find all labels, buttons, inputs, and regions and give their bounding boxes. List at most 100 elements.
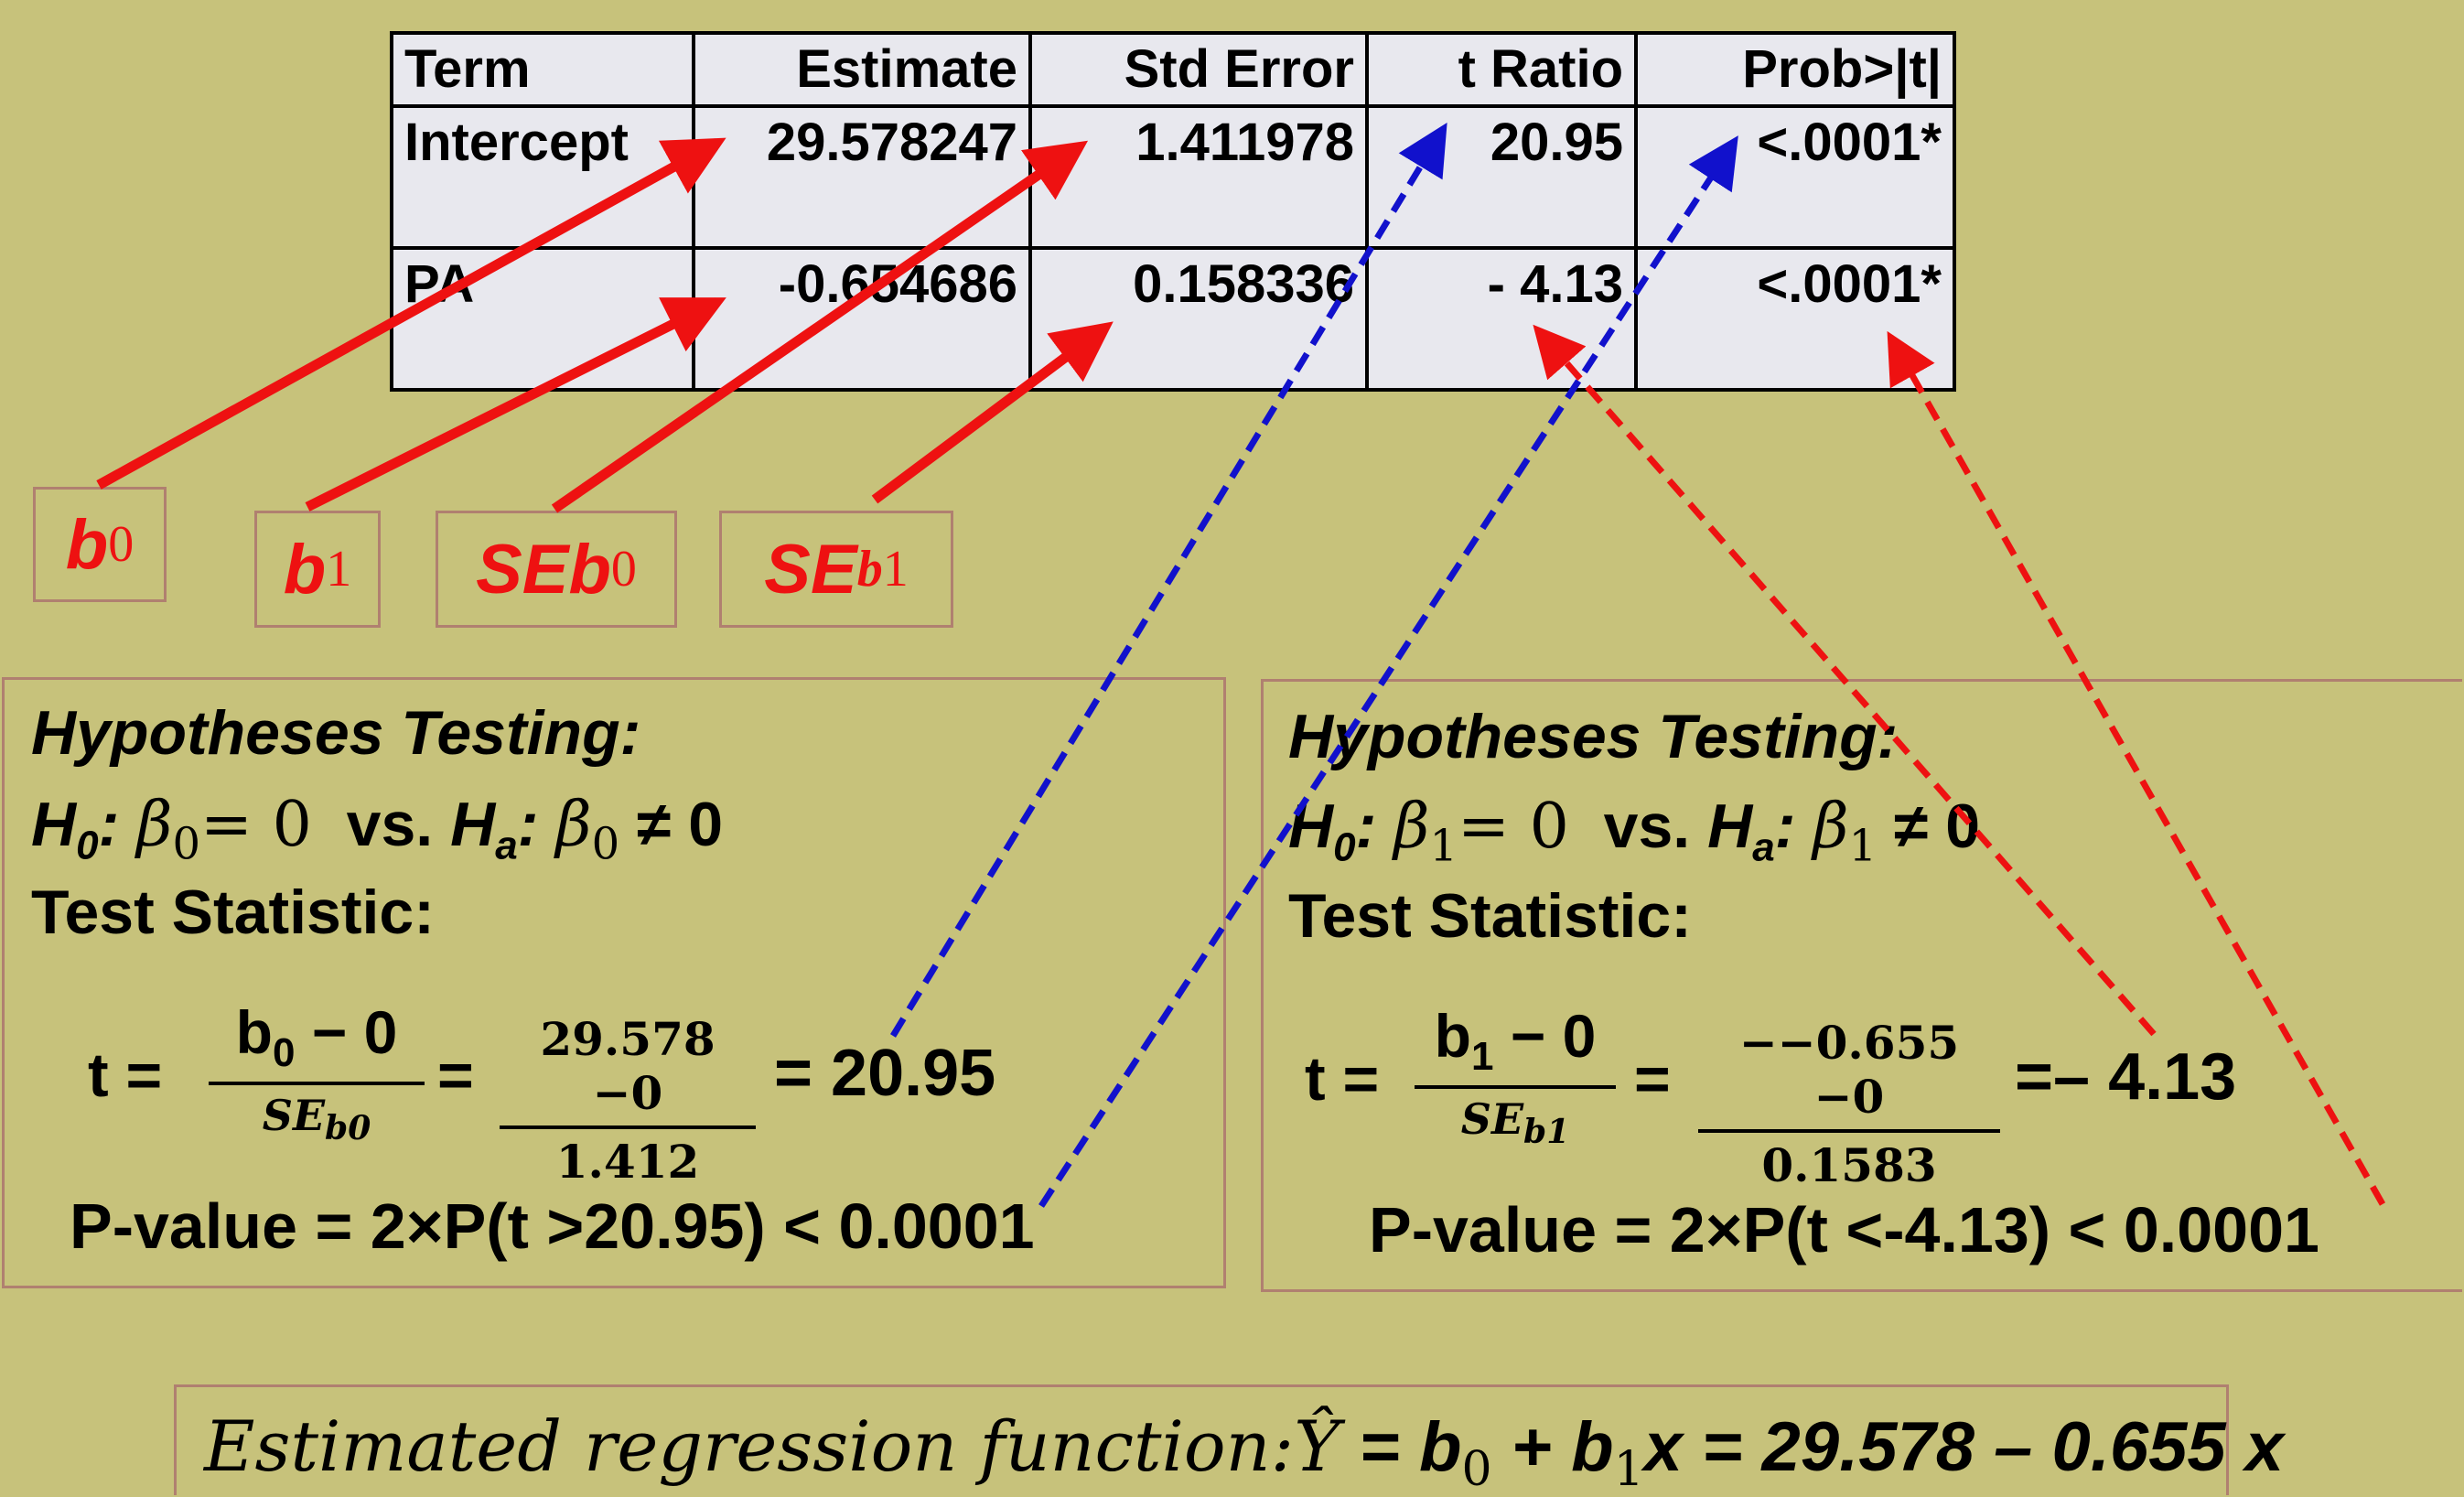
right-frac2-top: −−0.655 −0 (1738, 1016, 1960, 1124)
table-header-row: Term Estimate Std Error t Ratio Prob>|t| (390, 31, 1956, 108)
left-frac1-bot-se: SE (262, 1091, 326, 1141)
right-hypotheses-line: H0: β1= 0 vs. Ha: β1 ≠ 0 (1288, 791, 1981, 872)
cell-t-ratio: 20.95 (1365, 104, 1638, 250)
left-h0-prefix: H (31, 790, 77, 859)
right-eq: = (1634, 1044, 1671, 1114)
left-frac1-bot-sub: b0 (325, 1109, 371, 1148)
regression-function-part-a: = b (1340, 1408, 1462, 1486)
right-t-eq: t = (1305, 1044, 1380, 1114)
left-h0-eq: = 0 (200, 789, 312, 861)
table-row: PA -0.654686 0.158336 - 4.13 <.0001* (390, 246, 1956, 392)
cell-term: PA (390, 246, 695, 392)
regression-function-part-c: x = 29.578 – 0.655 x (1643, 1408, 2285, 1486)
right-frac1-top-rest: − 0 (1493, 1002, 1597, 1070)
label-seb0: SEb 0 (436, 511, 677, 628)
left-t-eq: t = (88, 1040, 163, 1110)
right-panel-title: Hypotheses Testing: (1288, 702, 1899, 771)
left-ha-sub: a (495, 823, 518, 868)
left-ha-neq: ≠ 0 (637, 790, 724, 859)
regression-function-text: Estimated regression function:Ŷ = b0 + b… (204, 1405, 2284, 1497)
table-row: Intercept 29.578247 1.411978 20.95 <.000… (390, 104, 1956, 250)
right-ha-neq: ≠ 0 (1894, 792, 1981, 861)
left-pvalue: P-value = 2×P(t >20.95) < 0.0001 (70, 1190, 1035, 1262)
right-beta-sub-2: 1 (1848, 820, 1878, 872)
left-frac1-bot: SEb0 (209, 1091, 425, 1147)
left-panel-title: Hypotheses Testing: (31, 698, 641, 768)
header-term: Term (390, 31, 695, 108)
right-frac1-top: b1 − 0 (1415, 1001, 1616, 1080)
cell-term: Intercept (390, 104, 695, 250)
left-hypotheses-line: H0: β0= 0 vs. Ha: β0 ≠ 0 (31, 789, 724, 870)
left-frac2-bot: 1.412 (555, 1135, 700, 1189)
right-h0-eq: = 0 (1458, 791, 1569, 863)
right-vs: vs. (1603, 792, 1691, 861)
left-beta-sub-2: 0 (591, 818, 620, 870)
regression-table: Term Estimate Std Error t Ratio Prob>|t|… (390, 31, 1956, 392)
right-fraction-numeric: −−0.655 −0 0.1583 (1698, 1016, 2000, 1192)
left-fraction-symbolic: b0 − 0 SEb0 (209, 997, 425, 1147)
regression-function-yhat: Ŷ (1294, 1405, 1340, 1487)
label-b0-main: b (65, 505, 109, 584)
label-seb1-sub-b: b (856, 541, 883, 598)
right-pvalue: P-value = 2×P(t <-4.13) < 0.0001 (1369, 1194, 2319, 1265)
cell-estimate: -0.654686 (692, 246, 1032, 392)
left-beta: β (136, 789, 173, 861)
left-frac1-top-b: b (235, 998, 273, 1066)
right-frac1-top-b: b (1434, 1002, 1471, 1070)
right-beta-2: β (1813, 791, 1849, 863)
right-result: =– 4.13 (2015, 1040, 2237, 1114)
right-ha-sub: a (1752, 824, 1775, 870)
left-beta-sub: 0 (172, 818, 201, 870)
left-frac1-top-sub: 0 (272, 1030, 296, 1076)
regression-function-part-b: + b (1491, 1408, 1614, 1486)
left-ha-prefix: H (450, 790, 496, 859)
label-b1-main: b (283, 530, 327, 608)
label-seb0-sub: 0 (610, 541, 637, 598)
label-seb1-main: SE (764, 530, 857, 608)
cell-t-ratio: - 4.13 (1365, 246, 1638, 392)
label-seb0-main: SEb (476, 530, 611, 608)
label-b0-sub: 0 (108, 516, 134, 573)
header-estimate: Estimate (692, 31, 1032, 108)
header-prob: Prob>|t| (1634, 31, 1956, 108)
regression-function-box: Estimated regression function:Ŷ = b0 + b… (174, 1384, 2284, 1497)
regression-function-sub0: 0 (1461, 1442, 1492, 1497)
left-beta-2: β (555, 789, 592, 861)
cell-prob: <.0001* (1634, 246, 1956, 392)
cell-std-error: 1.411978 (1028, 104, 1369, 250)
left-frac1-top: b0 − 0 (209, 997, 425, 1076)
cell-prob: <.0001* (1634, 104, 1956, 250)
right-h0-prefix: H (1288, 792, 1334, 861)
cell-std-error: 0.158336 (1028, 246, 1369, 392)
right-frac2-bot: 0.1583 (1761, 1138, 1937, 1192)
right-fraction-symbolic: b1 − 0 SEb1 (1415, 1001, 1616, 1151)
regression-function-label: Estimated regression function: (204, 1405, 1295, 1487)
right-h0-sub: 0 (1333, 824, 1356, 870)
left-frac2-top: 29.578 −0 (540, 1012, 716, 1120)
label-seb1: SE b1 (719, 511, 953, 628)
header-std-error: Std Error (1028, 31, 1369, 108)
right-frac1-top-sub: 1 (1470, 1034, 1494, 1080)
right-beta: β (1393, 791, 1430, 863)
right-frac1-bot: SEb1 (1415, 1094, 1616, 1151)
left-vs: vs. (346, 790, 434, 859)
label-seb1-sub-num: 1 (882, 541, 909, 598)
cell-estimate: 29.578247 (692, 104, 1032, 250)
right-ha-prefix: H (1707, 792, 1753, 861)
left-eq: = (437, 1040, 474, 1110)
left-frac1-top-rest: − 0 (295, 998, 398, 1066)
right-beta-sub: 1 (1429, 820, 1458, 872)
right-test-statistic-label: Test Statistic: (1288, 881, 1692, 951)
left-result: = 20.95 (774, 1037, 996, 1110)
header-t-ratio: t Ratio (1365, 31, 1638, 108)
left-fraction-numeric: 29.578 −0 1.412 (500, 1012, 756, 1189)
right-frac1-bot-se: SE (1460, 1094, 1524, 1145)
label-seb1-sub: b1 (857, 540, 909, 598)
regression-function-sub1: 1 (1613, 1442, 1644, 1497)
right-frac1-bot-sub: b1 (1523, 1113, 1570, 1152)
left-h0-sub: 0 (76, 823, 99, 868)
left-test-statistic-label: Test Statistic: (31, 878, 435, 947)
label-b1-sub: 1 (326, 541, 352, 598)
